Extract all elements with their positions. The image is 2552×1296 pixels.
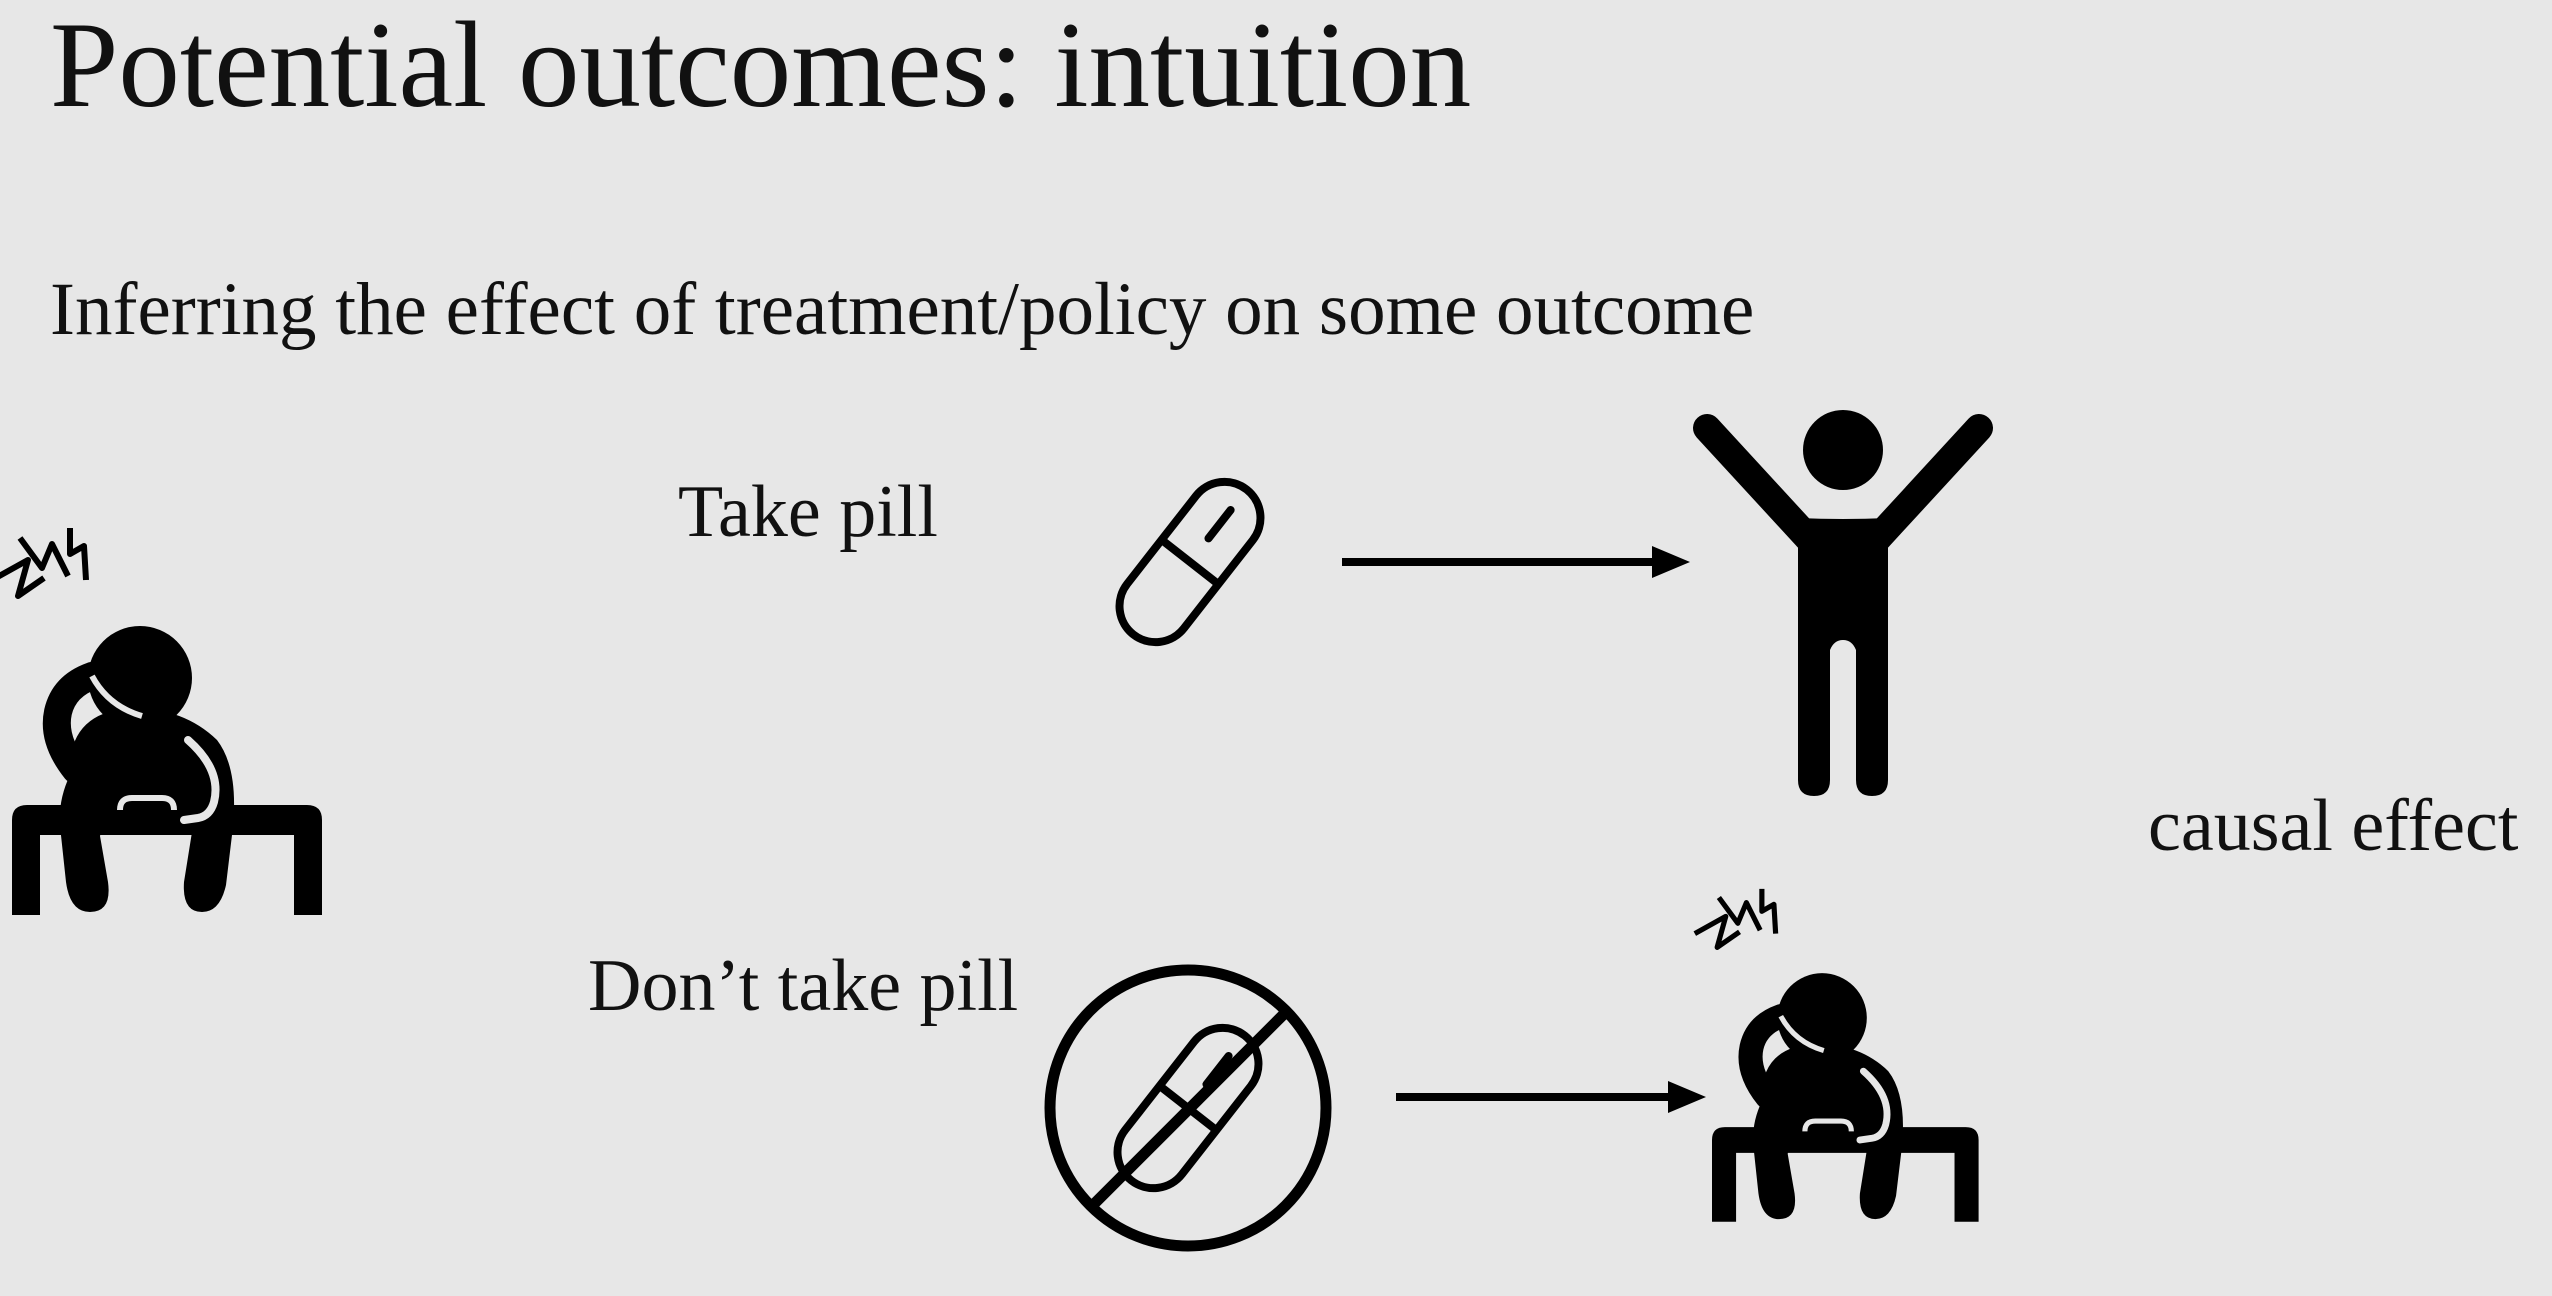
causal-effect-label: causal effect [2148,785,2519,867]
outcome-sick-person-icon [1695,889,1979,1222]
dont-take-pill-label: Don’t take pill [588,945,1019,1027]
happy-person-arms-raised-icon [1693,410,1993,796]
slide-subtitle: Inferring the effect of treatment/policy… [50,268,1755,351]
arrow-take-pill-icon [1342,546,1690,578]
no-pill-icon [1044,964,1332,1252]
slide-title: Potential outcomes: intuition [50,0,1472,133]
pill-icon [1115,477,1265,647]
arrow-dont-take-pill-icon [1396,1081,1706,1113]
take-pill-label: Take pill [678,471,938,553]
subject-sick-person-icon [0,528,322,915]
